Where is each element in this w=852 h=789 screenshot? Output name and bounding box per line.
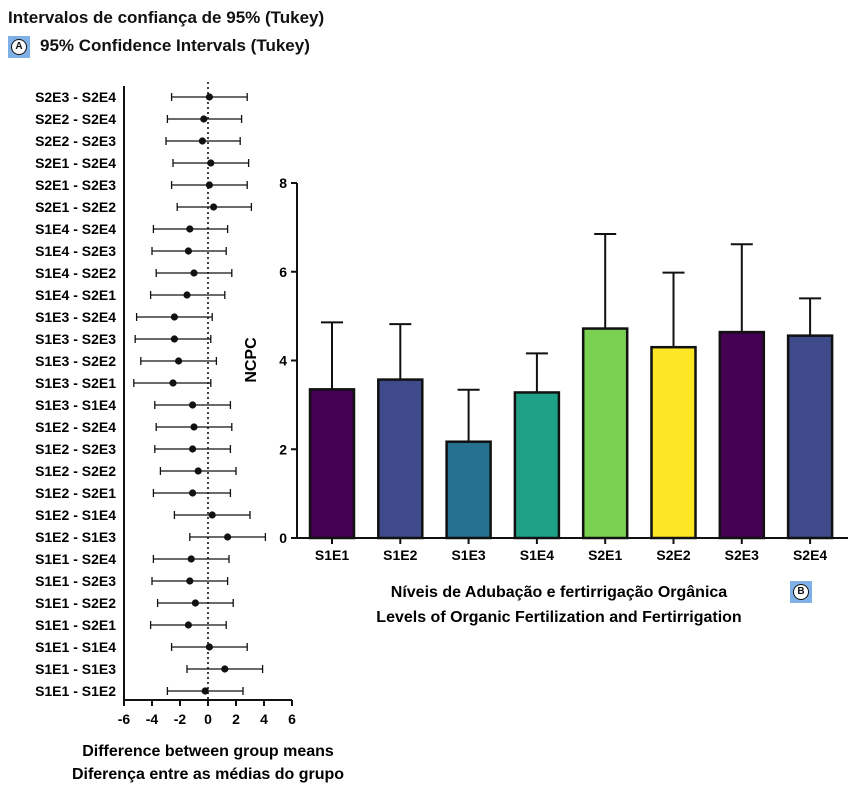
comparison-label: S1E3 - S2E4	[35, 309, 116, 325]
panel-a-x-axis-title-pt: Diferença entre as médias do grupo	[72, 766, 344, 783]
comparison-label: S1E4 - S2E1	[35, 287, 116, 303]
mean-difference-point	[186, 225, 194, 233]
mean-difference-point	[205, 643, 213, 651]
x-tick-label: 6	[288, 711, 296, 727]
panel-b-letter: B	[793, 584, 809, 600]
panel-b-y-axis-title: NCPC	[243, 337, 260, 383]
x-tick-label: -4	[146, 711, 159, 727]
category-label: S1E3	[451, 547, 485, 563]
bar-s1e2	[377, 378, 424, 540]
mean-difference-point	[208, 511, 216, 519]
mean-difference-point	[200, 115, 208, 123]
category-label: S2E3	[725, 547, 759, 563]
panel-b-x-axis-title-en: Levels of Organic Fertilization and Fert…	[376, 609, 741, 626]
y-tick-label: 8	[279, 175, 287, 191]
comparison-label: S2E2 - S2E4	[35, 111, 116, 127]
mean-difference-point	[169, 379, 177, 387]
comparison-label: S2E1 - S2E2	[35, 199, 116, 215]
comparison-label: S1E1 - S2E4	[35, 551, 116, 567]
mean-difference-point	[189, 489, 197, 497]
category-label: S2E1	[588, 547, 622, 563]
x-tick-label: 2	[232, 711, 240, 727]
comparison-label: S1E4 - S2E3	[35, 243, 116, 259]
mean-difference-point	[186, 577, 194, 585]
category-label: S1E1	[315, 547, 349, 563]
comparison-label: S1E2 - S1E4	[35, 507, 116, 523]
category-label: S2E2	[656, 547, 690, 563]
mean-difference-point	[205, 93, 213, 101]
mean-difference-point	[189, 445, 197, 453]
comparison-label: S1E2 - S2E2	[35, 463, 116, 479]
comparison-label: S1E4 - S2E4	[35, 221, 116, 237]
comparison-label: S1E2 - S1E3	[35, 529, 116, 545]
chart-a-title-pt: Intervalos de confiança de 95% (Tukey)	[8, 8, 325, 27]
chart-a-title-en: 95% Confidence Intervals (Tukey)	[40, 36, 310, 55]
mean-difference-point	[210, 203, 218, 211]
comparison-label: S2E1 - S2E3	[35, 177, 116, 193]
panel-a-forest-plot: S2E3 - S2E4 S2E2 - S2E4 S2E2 - S2E3 S2E1 - …	[35, 82, 344, 783]
mean-difference-point	[170, 313, 178, 321]
x-tick-label: -2	[174, 711, 187, 727]
comparison-label: S1E2 - S2E3	[35, 441, 116, 457]
mean-difference-point	[194, 467, 202, 475]
mean-difference-point	[198, 137, 206, 145]
comparison-label: S1E1 - S1E4	[35, 639, 116, 655]
mean-difference-point	[190, 423, 198, 431]
bar-s2e4	[786, 334, 834, 540]
y-tick-label: 2	[279, 441, 287, 457]
bar-s2e1	[581, 327, 629, 540]
comparison-label: S1E1 - S2E2	[35, 595, 116, 611]
bar-s2e2	[650, 345, 697, 540]
comparison-label: S2E1 - S2E4	[35, 155, 116, 171]
mean-difference-point	[170, 335, 178, 343]
comparison-label: S1E1 - S1E2	[35, 683, 116, 699]
x-tick-label: 0	[204, 711, 212, 727]
mean-difference-point	[224, 533, 232, 541]
category-label: S1E4	[520, 547, 554, 563]
bar-s1e3	[445, 440, 492, 540]
y-tick-label: 4	[279, 353, 287, 369]
comparison-label: S1E1 - S2E1	[35, 617, 116, 633]
category-label: S1E2	[383, 547, 417, 563]
comparison-label: S1E4 - S2E2	[35, 265, 116, 281]
panel-a-letter: A	[11, 39, 27, 55]
mean-difference-point	[183, 291, 191, 299]
x-tick-label: 4	[260, 711, 268, 727]
mean-difference-point	[184, 621, 192, 629]
panel-b-x-axis-title-pt: Níveis de Adubação e fertirrigação Orgân…	[391, 584, 728, 601]
comparison-label: S2E2 - S2E3	[35, 133, 116, 149]
bar-s1e4	[513, 391, 561, 540]
mean-difference-point	[187, 555, 195, 563]
comparison-label: S1E3 - S1E4	[35, 397, 116, 413]
mean-difference-point	[184, 247, 192, 255]
mean-difference-point	[205, 181, 213, 189]
mean-difference-point	[190, 269, 198, 277]
x-tick-label: -6	[118, 711, 131, 727]
bar-s1e1	[308, 388, 356, 540]
mean-difference-point	[221, 665, 229, 673]
comparison-label: S1E2 - S2E1	[35, 485, 116, 501]
panel-b-bar-chart: 0 2 4 6 8 S1E1 S1E2 S1E3 S1E4 S2E1 S2E2 S2E3 S2E4 N…	[243, 175, 848, 626]
comparison-label: S1E3 - S2E3	[35, 331, 116, 347]
comparison-label: S1E1 - S2E3	[35, 573, 116, 589]
category-label: S2E4	[793, 547, 827, 563]
comparison-label: S2E3 - S2E4	[35, 89, 116, 105]
mean-difference-point	[207, 159, 215, 167]
comparison-label: S1E2 - S2E4	[35, 419, 116, 435]
mean-difference-point	[189, 401, 197, 409]
comparison-label: S1E3 - S2E2	[35, 353, 116, 369]
comparison-label: S1E1 - S1E3	[35, 661, 116, 677]
comparison-label: S1E3 - S2E1	[35, 375, 116, 391]
panel-a-badge: A	[8, 36, 30, 58]
bar-s2e3	[718, 330, 766, 540]
y-tick-label: 0	[279, 530, 287, 546]
panel-a-x-axis-title-en: Difference between group means	[82, 743, 334, 760]
mean-difference-point	[175, 357, 183, 365]
mean-difference-point	[191, 599, 199, 607]
mean-difference-point	[201, 687, 209, 695]
y-tick-label: 6	[279, 264, 287, 280]
panel-b-badge: B	[790, 581, 812, 603]
